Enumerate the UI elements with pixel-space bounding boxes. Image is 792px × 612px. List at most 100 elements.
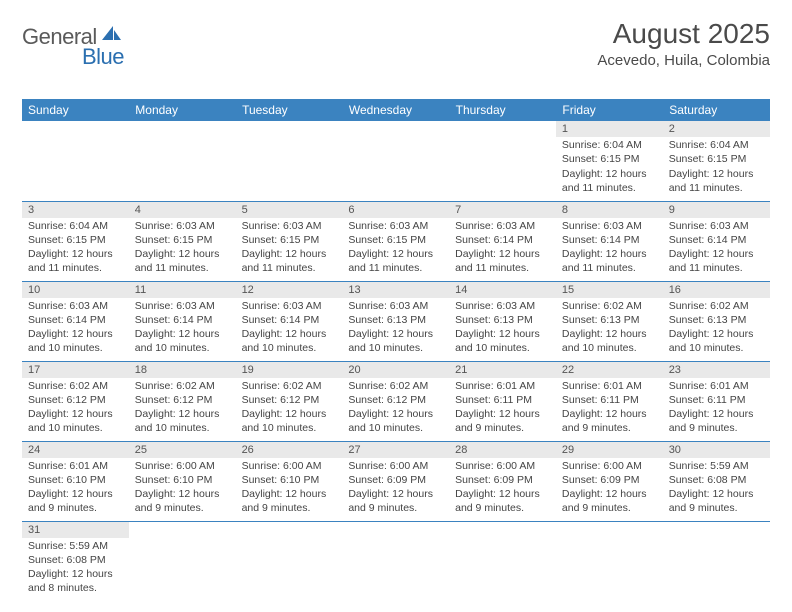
calendar-row: 17Sunrise: 6:02 AMSunset: 6:12 PMDayligh… [22,361,770,441]
calendar-cell: 23Sunrise: 6:01 AMSunset: 6:11 PMDayligh… [663,361,770,441]
day-number: 28 [449,442,556,458]
calendar-table: SundayMondayTuesdayWednesdayThursdayFrid… [22,99,770,601]
day-number: 5 [236,202,343,218]
calendar-cell: 14Sunrise: 6:03 AMSunset: 6:13 PMDayligh… [449,281,556,361]
calendar-cell: 9Sunrise: 6:03 AMSunset: 6:14 PMDaylight… [663,201,770,281]
calendar-cell: 3Sunrise: 6:04 AMSunset: 6:15 PMDaylight… [22,201,129,281]
weekday-header: Wednesday [342,99,449,121]
calendar-cell: 13Sunrise: 6:03 AMSunset: 6:13 PMDayligh… [342,281,449,361]
calendar-row: 24Sunrise: 6:01 AMSunset: 6:10 PMDayligh… [22,441,770,521]
day-number: 18 [129,362,236,378]
day-number: 1 [556,121,663,137]
calendar-body: 1Sunrise: 6:04 AMSunset: 6:15 PMDaylight… [22,121,770,601]
calendar-cell [556,521,663,601]
day-details: Sunrise: 6:01 AMSunset: 6:11 PMDaylight:… [449,378,556,438]
day-number: 10 [22,282,129,298]
calendar-cell: 8Sunrise: 6:03 AMSunset: 6:14 PMDaylight… [556,201,663,281]
calendar-cell: 24Sunrise: 6:01 AMSunset: 6:10 PMDayligh… [22,441,129,521]
weekday-header: Saturday [663,99,770,121]
day-number: 24 [22,442,129,458]
calendar-row: 3Sunrise: 6:04 AMSunset: 6:15 PMDaylight… [22,201,770,281]
calendar-row: 31Sunrise: 5:59 AMSunset: 6:08 PMDayligh… [22,521,770,601]
calendar-cell [129,121,236,201]
calendar-cell: 6Sunrise: 6:03 AMSunset: 6:15 PMDaylight… [342,201,449,281]
calendar-cell: 27Sunrise: 6:00 AMSunset: 6:09 PMDayligh… [342,441,449,521]
day-number: 22 [556,362,663,378]
day-details: Sunrise: 6:03 AMSunset: 6:15 PMDaylight:… [236,218,343,278]
calendar-cell: 5Sunrise: 6:03 AMSunset: 6:15 PMDaylight… [236,201,343,281]
day-number: 25 [129,442,236,458]
day-number: 3 [22,202,129,218]
calendar-cell: 2Sunrise: 6:04 AMSunset: 6:15 PMDaylight… [663,121,770,201]
day-details: Sunrise: 6:02 AMSunset: 6:12 PMDaylight:… [22,378,129,438]
calendar-cell: 18Sunrise: 6:02 AMSunset: 6:12 PMDayligh… [129,361,236,441]
day-details: Sunrise: 6:04 AMSunset: 6:15 PMDaylight:… [663,137,770,197]
day-details: Sunrise: 6:03 AMSunset: 6:15 PMDaylight:… [129,218,236,278]
day-details: Sunrise: 6:02 AMSunset: 6:13 PMDaylight:… [663,298,770,358]
day-details: Sunrise: 6:03 AMSunset: 6:14 PMDaylight:… [449,218,556,278]
day-details: Sunrise: 6:00 AMSunset: 6:09 PMDaylight:… [556,458,663,518]
day-details: Sunrise: 6:00 AMSunset: 6:09 PMDaylight:… [342,458,449,518]
calendar-cell: 28Sunrise: 6:00 AMSunset: 6:09 PMDayligh… [449,441,556,521]
day-number: 16 [663,282,770,298]
day-number: 14 [449,282,556,298]
day-details: Sunrise: 5:59 AMSunset: 6:08 PMDaylight:… [663,458,770,518]
calendar-cell: 21Sunrise: 6:01 AMSunset: 6:11 PMDayligh… [449,361,556,441]
day-number: 20 [342,362,449,378]
calendar-cell [342,521,449,601]
day-number: 2 [663,121,770,137]
calendar-cell [22,121,129,201]
day-details: Sunrise: 6:01 AMSunset: 6:11 PMDaylight:… [663,378,770,438]
calendar-cell: 20Sunrise: 6:02 AMSunset: 6:12 PMDayligh… [342,361,449,441]
calendar-cell: 16Sunrise: 6:02 AMSunset: 6:13 PMDayligh… [663,281,770,361]
day-number: 23 [663,362,770,378]
day-number: 6 [342,202,449,218]
calendar-cell: 19Sunrise: 6:02 AMSunset: 6:12 PMDayligh… [236,361,343,441]
day-number: 26 [236,442,343,458]
calendar-cell: 22Sunrise: 6:01 AMSunset: 6:11 PMDayligh… [556,361,663,441]
day-number: 21 [449,362,556,378]
title-block: August 2025 Acevedo, Huila, Colombia [597,18,770,69]
calendar-cell: 31Sunrise: 5:59 AMSunset: 6:08 PMDayligh… [22,521,129,601]
day-number: 4 [129,202,236,218]
day-details: Sunrise: 6:02 AMSunset: 6:12 PMDaylight:… [129,378,236,438]
day-number: 7 [449,202,556,218]
day-details: Sunrise: 6:02 AMSunset: 6:13 PMDaylight:… [556,298,663,358]
day-details: Sunrise: 6:02 AMSunset: 6:12 PMDaylight:… [236,378,343,438]
day-number: 9 [663,202,770,218]
calendar-cell: 7Sunrise: 6:03 AMSunset: 6:14 PMDaylight… [449,201,556,281]
calendar-cell: 29Sunrise: 6:00 AMSunset: 6:09 PMDayligh… [556,441,663,521]
page: General August 2025 Acevedo, Huila, Colo… [0,0,792,601]
calendar-cell: 1Sunrise: 6:04 AMSunset: 6:15 PMDaylight… [556,121,663,201]
calendar-cell: 25Sunrise: 6:00 AMSunset: 6:10 PMDayligh… [129,441,236,521]
weekday-header: Monday [129,99,236,121]
weekday-header: Friday [556,99,663,121]
day-details: Sunrise: 6:03 AMSunset: 6:13 PMDaylight:… [342,298,449,358]
day-details: Sunrise: 6:00 AMSunset: 6:10 PMDaylight:… [236,458,343,518]
day-number: 19 [236,362,343,378]
header: General August 2025 Acevedo, Huila, Colo… [22,18,770,69]
calendar-cell: 26Sunrise: 6:00 AMSunset: 6:10 PMDayligh… [236,441,343,521]
day-details: Sunrise: 6:03 AMSunset: 6:14 PMDaylight:… [663,218,770,278]
logo-blue-wrap: Blue [22,44,124,70]
calendar-cell: 30Sunrise: 5:59 AMSunset: 6:08 PMDayligh… [663,441,770,521]
weekday-header-row: SundayMondayTuesdayWednesdayThursdayFrid… [22,99,770,121]
day-details: Sunrise: 6:02 AMSunset: 6:12 PMDaylight:… [342,378,449,438]
day-details: Sunrise: 6:03 AMSunset: 6:14 PMDaylight:… [236,298,343,358]
calendar-cell: 11Sunrise: 6:03 AMSunset: 6:14 PMDayligh… [129,281,236,361]
weekday-header: Sunday [22,99,129,121]
calendar-cell [342,121,449,201]
day-details: Sunrise: 5:59 AMSunset: 6:08 PMDaylight:… [22,538,129,598]
day-details: Sunrise: 6:01 AMSunset: 6:11 PMDaylight:… [556,378,663,438]
day-number: 12 [236,282,343,298]
calendar-cell: 4Sunrise: 6:03 AMSunset: 6:15 PMDaylight… [129,201,236,281]
calendar-cell: 10Sunrise: 6:03 AMSunset: 6:14 PMDayligh… [22,281,129,361]
day-number: 30 [663,442,770,458]
day-details: Sunrise: 6:00 AMSunset: 6:09 PMDaylight:… [449,458,556,518]
day-details: Sunrise: 6:04 AMSunset: 6:15 PMDaylight:… [556,137,663,197]
weekday-header: Tuesday [236,99,343,121]
calendar-row: 10 Sunrise: 6:03 AMSunset: 6:14 PMDayligh… [22,281,770,361]
day-number: 8 [556,202,663,218]
day-details: Sunrise: 6:03 AMSunset: 6:15 PMDaylight:… [342,218,449,278]
month-title: August 2025 [597,18,770,50]
